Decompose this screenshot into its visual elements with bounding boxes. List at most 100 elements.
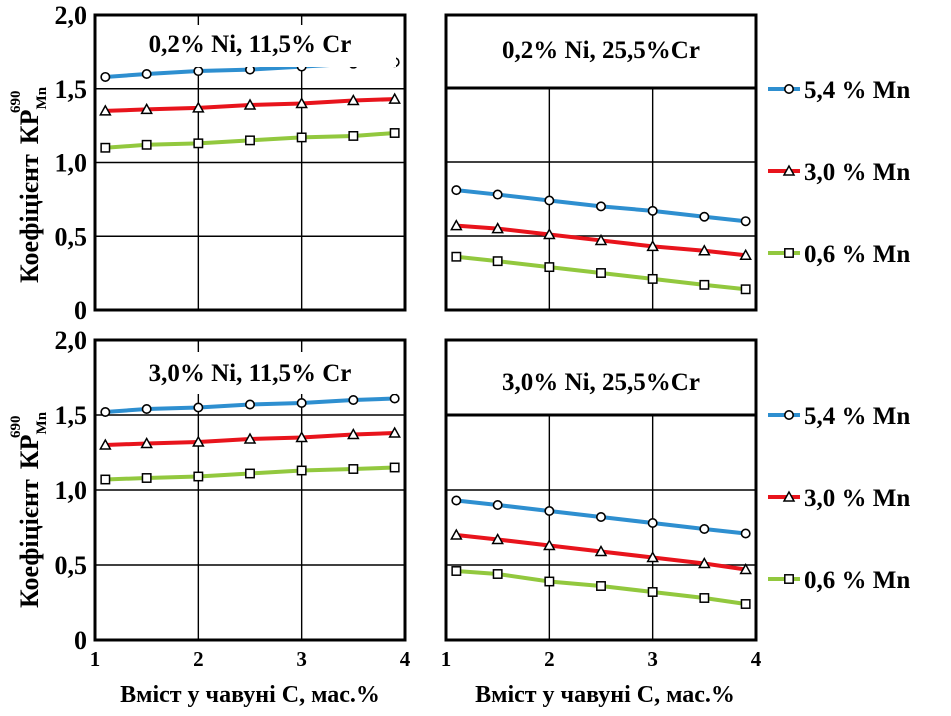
data-point: [646, 239, 659, 252]
data-point: [100, 71, 111, 82]
legend-item: 5,4 % Mn: [768, 403, 910, 430]
data-point: [646, 550, 659, 563]
series-2: [99, 426, 401, 450]
series-2: [450, 528, 752, 575]
data-point: [451, 185, 462, 196]
data-point: [594, 233, 608, 246]
data-point: [647, 273, 658, 284]
data-point: [740, 599, 751, 609]
data-point: [699, 211, 710, 222]
data-point: [543, 227, 556, 240]
data-point: [99, 104, 112, 116]
data-point: [698, 556, 711, 569]
y-axis-label-main: Коефіцієнт: [15, 154, 44, 283]
series-2: [450, 219, 752, 260]
data-point: [544, 195, 555, 206]
data-point: [388, 426, 401, 438]
data-point: [141, 139, 152, 150]
x-axis-label-right: Вміст у чавуні С, мас.%: [475, 682, 735, 708]
data-point: [141, 473, 152, 483]
x-axis-label-left: Вміст у чавуні С, мас.%: [120, 682, 380, 708]
series-3: [100, 462, 400, 485]
legend-marker: [783, 409, 794, 420]
y-axis-label-symbol: КР: [15, 109, 44, 144]
y-tick-label: 1,5: [55, 401, 88, 430]
data-point: [99, 438, 112, 450]
data-point: [492, 499, 503, 510]
data-point: [492, 569, 503, 579]
legend-label: 3,0 % Mn: [804, 159, 910, 186]
data-point: [699, 279, 710, 290]
legend-marker: [782, 164, 796, 176]
legend-1: 5,4 % Mn 3,0 % Mn 0,6 % Mn: [768, 77, 910, 268]
y-axis-label-sup: 690: [8, 90, 24, 113]
data-point: [243, 98, 257, 110]
data-point: [595, 511, 606, 522]
data-point: [348, 464, 359, 474]
data-point: [699, 593, 710, 603]
legend-marker: [782, 490, 796, 502]
data-point: [492, 256, 503, 267]
y-axis-label-bottom: Коефіцієнт КРMn 690: [8, 411, 50, 608]
data-point: [100, 142, 111, 153]
panel-title: 3,0% Ni, 11,5% Cr: [149, 360, 352, 387]
legend-marker: [784, 574, 794, 584]
data-point: [245, 468, 255, 479]
data-point: [100, 474, 111, 485]
chart-panel-4: 3,0% Ni, 25,5%Cr 1 2 3 4: [441, 338, 762, 671]
y-tick-label: 0: [74, 296, 87, 325]
data-point: [647, 517, 658, 528]
data-point: [348, 131, 359, 141]
y-tick-label: 2,0: [55, 326, 88, 355]
data-point: [348, 394, 359, 405]
data-point: [595, 201, 606, 212]
series-1: [100, 393, 400, 417]
y-tick-label: 0,5: [55, 551, 88, 580]
x-tick-labels: 1 2 3 4: [90, 647, 411, 671]
data-point: [491, 532, 504, 545]
legend-label: 0,6 % Mn: [804, 241, 910, 268]
data-point: [492, 189, 503, 200]
y-axis-label-symbol: КР: [15, 434, 44, 469]
data-point: [596, 581, 606, 591]
data-point: [389, 462, 400, 473]
x-tick-label: 3: [647, 647, 658, 671]
y-tick-label: 1,0: [55, 476, 88, 505]
series-3: [100, 128, 400, 153]
legend-marker: [784, 248, 794, 258]
data-point: [740, 528, 751, 539]
data-point: [389, 128, 400, 138]
panel-title-background: [108, 25, 396, 67]
data-point: [544, 262, 555, 273]
svg-text:КоефіцієнтКРMn690: Коефіцієнт КРMn 690: [8, 411, 50, 608]
data-point: [295, 430, 308, 443]
data-point: [193, 471, 204, 482]
panel-frame: [444, 13, 758, 312]
legend-label: 5,4 % Mn: [804, 77, 910, 104]
data-point: [245, 399, 256, 410]
x-tick-label: 1: [441, 647, 452, 671]
data-point: [193, 66, 204, 77]
data-point: [699, 523, 710, 534]
y-tick-labels: 0 0,5 1,0 1,5 2,0: [55, 326, 88, 655]
y-tick-label: 0: [74, 626, 87, 655]
data-point: [389, 393, 400, 404]
series-3: [451, 566, 751, 609]
panel-title: 0,2% Ni, 11,5% Cr: [149, 31, 352, 58]
data-point: [140, 436, 153, 449]
data-point: [295, 96, 308, 109]
data-point: [100, 406, 111, 417]
data-point: [141, 69, 152, 80]
data-point: [594, 544, 608, 557]
data-point: [450, 528, 463, 540]
series-1: [451, 185, 751, 227]
legend-marker: [783, 84, 794, 95]
data-point: [740, 216, 751, 227]
data-point: [491, 222, 504, 234]
y-tick-label: 1,5: [55, 75, 88, 104]
legend-item: 3,0 % Mn: [768, 159, 910, 186]
legend-item: 0,6 % Mn: [768, 241, 910, 268]
data-point: [347, 427, 360, 440]
y-axis-label-top: Коефіцієнт КРMn 690: [8, 86, 50, 283]
legend-label: 0,6 % Mn: [804, 567, 910, 594]
